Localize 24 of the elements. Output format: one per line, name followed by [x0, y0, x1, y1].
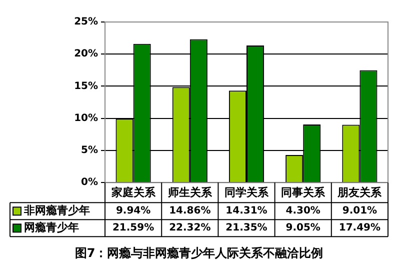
x-tick-label: 朋友关系: [336, 186, 383, 200]
data-label: 17.49%: [338, 222, 381, 234]
text: 图7：网瘾与非网瘾青少年人际关系不融洽比例: [74, 246, 324, 260]
y-tick-label: 0%: [81, 177, 98, 188]
legend-label: 非网瘾青少年: [23, 204, 90, 217]
y-tick-label: 15%: [74, 80, 98, 92]
x-tick-label: 家庭关系: [110, 186, 156, 200]
x-tick-label: 师生关系: [166, 186, 213, 200]
data-label: 9.01%: [342, 206, 378, 217]
data-label: 21.35%: [226, 222, 268, 234]
data-label: 4.30%: [286, 206, 320, 217]
y-tick-label: 10%: [74, 112, 98, 124]
data-label: 21.59%: [112, 222, 154, 234]
data-label: 22.32%: [169, 222, 211, 234]
y-tick-label: 25%: [74, 16, 98, 28]
y-tick-label: 5%: [81, 145, 98, 156]
data-label: 9.05%: [286, 222, 320, 234]
data-label: 14.31%: [226, 206, 268, 217]
y-tick-label: 20%: [74, 48, 98, 60]
data-label: 9.94%: [116, 206, 151, 217]
data-label: 14.86%: [169, 206, 211, 217]
x-tick-label: 同事关系: [281, 186, 326, 200]
x-tick-label: 同学关系: [224, 186, 270, 200]
legend-label: 网瘾青少年: [24, 220, 79, 234]
